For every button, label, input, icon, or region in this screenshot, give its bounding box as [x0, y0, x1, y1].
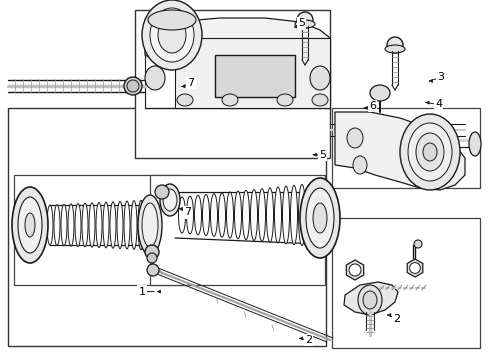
- Ellipse shape: [195, 195, 201, 235]
- Ellipse shape: [145, 66, 165, 90]
- Ellipse shape: [315, 183, 321, 247]
- Ellipse shape: [307, 184, 314, 246]
- Ellipse shape: [160, 184, 180, 216]
- Ellipse shape: [61, 204, 67, 246]
- Ellipse shape: [147, 264, 159, 276]
- Ellipse shape: [142, 0, 202, 70]
- Ellipse shape: [291, 185, 297, 245]
- Bar: [8, 108, 326, 346]
- Ellipse shape: [297, 12, 313, 28]
- Ellipse shape: [414, 240, 422, 248]
- Bar: [135, 10, 330, 158]
- Ellipse shape: [148, 10, 196, 30]
- Ellipse shape: [150, 8, 194, 62]
- Ellipse shape: [243, 190, 249, 240]
- Ellipse shape: [274, 187, 281, 243]
- Ellipse shape: [178, 197, 186, 233]
- Bar: [215, 55, 295, 97]
- Ellipse shape: [124, 201, 130, 249]
- Ellipse shape: [142, 203, 158, 247]
- Ellipse shape: [408, 123, 452, 181]
- Text: 5: 5: [319, 150, 326, 160]
- Ellipse shape: [25, 213, 35, 237]
- Ellipse shape: [163, 189, 177, 211]
- Text: 3: 3: [438, 72, 444, 82]
- Text: 5: 5: [298, 18, 305, 28]
- Ellipse shape: [469, 132, 481, 156]
- Ellipse shape: [423, 143, 437, 161]
- Text: 2: 2: [393, 314, 400, 324]
- Polygon shape: [335, 112, 465, 190]
- Ellipse shape: [103, 202, 109, 248]
- Ellipse shape: [310, 66, 330, 90]
- Ellipse shape: [177, 94, 193, 106]
- Ellipse shape: [187, 196, 194, 234]
- Ellipse shape: [75, 203, 81, 247]
- Polygon shape: [145, 18, 330, 60]
- Ellipse shape: [313, 203, 327, 233]
- Ellipse shape: [12, 187, 48, 263]
- Ellipse shape: [155, 185, 169, 199]
- Ellipse shape: [89, 203, 95, 247]
- Ellipse shape: [349, 264, 361, 276]
- Ellipse shape: [117, 202, 123, 248]
- Bar: [332, 108, 480, 188]
- Ellipse shape: [267, 188, 273, 242]
- Bar: [332, 218, 480, 348]
- Ellipse shape: [295, 20, 315, 28]
- Bar: [150, 175, 325, 285]
- Bar: [14, 175, 182, 285]
- Ellipse shape: [147, 253, 157, 263]
- Text: 2: 2: [305, 335, 312, 345]
- Ellipse shape: [54, 204, 60, 246]
- Ellipse shape: [259, 189, 266, 241]
- Ellipse shape: [298, 184, 305, 246]
- Ellipse shape: [300, 178, 340, 258]
- Ellipse shape: [219, 193, 225, 237]
- Text: 7: 7: [188, 78, 195, 88]
- Ellipse shape: [138, 195, 162, 255]
- Ellipse shape: [68, 204, 74, 246]
- Ellipse shape: [82, 203, 88, 247]
- Text: 6: 6: [369, 101, 376, 111]
- Text: 1: 1: [139, 287, 146, 297]
- Ellipse shape: [283, 186, 290, 244]
- Ellipse shape: [131, 201, 137, 249]
- Ellipse shape: [158, 17, 186, 53]
- Polygon shape: [407, 259, 423, 277]
- Ellipse shape: [18, 197, 42, 253]
- Ellipse shape: [353, 156, 367, 174]
- Bar: [175, 38, 330, 108]
- Ellipse shape: [110, 202, 116, 248]
- Ellipse shape: [47, 205, 53, 245]
- Ellipse shape: [400, 114, 460, 190]
- Ellipse shape: [226, 192, 234, 238]
- Ellipse shape: [96, 202, 102, 248]
- Ellipse shape: [387, 37, 403, 53]
- Ellipse shape: [127, 80, 139, 92]
- Text: 7: 7: [184, 207, 191, 217]
- Ellipse shape: [416, 133, 444, 171]
- Ellipse shape: [211, 194, 218, 236]
- Ellipse shape: [138, 201, 144, 249]
- Ellipse shape: [358, 285, 382, 315]
- Ellipse shape: [235, 191, 242, 239]
- Ellipse shape: [385, 45, 405, 53]
- Polygon shape: [346, 260, 364, 280]
- Ellipse shape: [202, 194, 210, 235]
- Text: 4: 4: [435, 99, 442, 109]
- Ellipse shape: [145, 245, 159, 259]
- Ellipse shape: [124, 77, 142, 95]
- Ellipse shape: [222, 94, 238, 106]
- Polygon shape: [344, 282, 398, 315]
- Ellipse shape: [370, 85, 390, 101]
- Ellipse shape: [250, 189, 258, 240]
- Ellipse shape: [410, 262, 420, 273]
- Ellipse shape: [277, 94, 293, 106]
- Ellipse shape: [312, 94, 328, 106]
- Ellipse shape: [347, 128, 363, 148]
- Ellipse shape: [306, 188, 334, 248]
- Ellipse shape: [363, 291, 377, 309]
